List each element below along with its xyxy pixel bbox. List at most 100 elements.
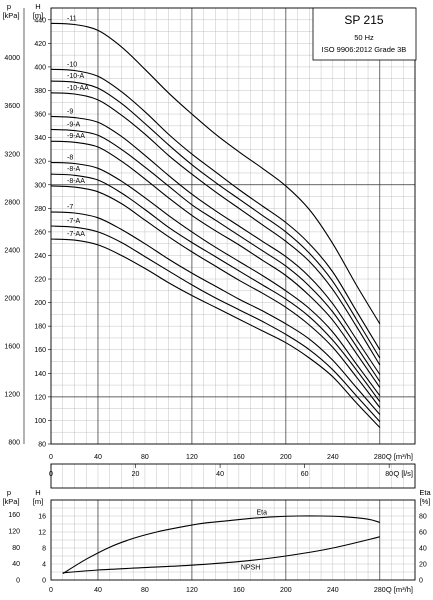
h-tick-label: 440 (34, 17, 46, 24)
curve-label: -10 (67, 61, 77, 68)
curve-10 (50, 68, 381, 350)
ls-axis-label: Q [l/s] (393, 469, 413, 478)
q-tick-label: 240 (327, 454, 339, 461)
eta-tick-label: 40 (419, 546, 427, 553)
curve-10-a (50, 80, 381, 359)
h-tick-label: 120 (34, 394, 46, 401)
h-tick-label: 80 (38, 442, 46, 449)
q-tick-label: 160 (233, 454, 245, 461)
lower-h-tick-label: 0 (42, 578, 46, 585)
h-tick-label: 420 (34, 41, 46, 48)
lower-p-tick-label: 40 (12, 561, 20, 568)
h-tick-label: 340 (34, 135, 46, 142)
curve-7-aa (50, 238, 381, 428)
curve-label: -7-A (67, 218, 81, 225)
curve-label: -10-A (67, 73, 84, 80)
curve-label: -9-AA (67, 133, 85, 140)
plot-frame (50, 7, 416, 445)
p-tick-label: 4000 (4, 55, 20, 62)
npsh-curve (62, 536, 380, 574)
lower-q-tick-label: 0 (49, 587, 53, 594)
curve-label: -10-AA (67, 85, 89, 92)
curve-9-a (50, 128, 381, 382)
curve-7 (50, 211, 381, 415)
curve-label: -8 (67, 154, 73, 161)
h-tick-label: 220 (34, 277, 46, 284)
ls-tick-label: 0 (49, 471, 53, 478)
h-tick-label: 320 (34, 159, 46, 166)
pump-model-title: SP 215 (344, 13, 383, 27)
band-frame (50, 463, 416, 489)
p-tick-label: 1200 (4, 392, 20, 399)
h-tick-label: 380 (34, 88, 46, 95)
head-curves-plot: 80 100 120 140 160 180 200 220 240 260 280 300 320 34… (2, 2, 416, 461)
lower-p-axis-title: p (7, 488, 11, 497)
q-tick-label: 80 (141, 454, 149, 461)
lower-q-tick-label: 240 (327, 587, 339, 594)
h-tick-label: 180 (34, 324, 46, 331)
curve-label: -8-AA (67, 178, 85, 185)
h-tick-label: 300 (34, 182, 46, 189)
p-tick-label: 800 (8, 440, 20, 447)
lower-h-tick-label: 16 (38, 514, 46, 521)
lower-h-tick-label: 12 (38, 530, 46, 537)
lower-q-tick-label: 40 (94, 587, 102, 594)
h-tick-label: 100 (34, 418, 46, 425)
lower-p-tick-label: 120 (8, 529, 20, 536)
q-tick-label: 40 (94, 454, 102, 461)
lower-q-tick-label: 200 (280, 587, 292, 594)
p-axis-unit: [kPa] (2, 11, 19, 20)
curve-9 (50, 115, 381, 375)
ls-tick-label: 40 (216, 471, 224, 478)
curve-9-aa (50, 140, 381, 388)
q-tick-label: 280 (374, 454, 386, 461)
curve-label: -8-A (67, 166, 81, 173)
p-tick-label: 3200 (4, 151, 20, 158)
lower-plot-frame (50, 499, 416, 581)
h-tick-label: 260 (34, 229, 46, 236)
h-axis-title: H (35, 2, 40, 11)
lower-q-tick-label: 120 (186, 587, 198, 594)
q-axis-label: Q [m³/h] (386, 452, 413, 461)
lower-q-tick-label: 160 (233, 587, 245, 594)
h-axis-unit: [m] (33, 11, 43, 20)
npsh-curve-label: NPSH (241, 565, 260, 572)
curve-label: -7-AA (67, 231, 85, 238)
p-axis-title: p (7, 2, 11, 11)
h-tick-label: 140 (34, 371, 46, 378)
lower-p-tick-label: 160 (8, 512, 20, 519)
eta-tick-label: 80 (419, 514, 427, 521)
curve-11 (50, 22, 381, 325)
ls-tick-label: 80 (385, 471, 393, 478)
lower-h-axis-unit: [m] (33, 497, 43, 506)
p-tick-label: 2800 (4, 199, 20, 206)
q-tick-label: 120 (186, 454, 198, 461)
curve-8-aa (50, 185, 381, 408)
eta-tick-label: 0 (419, 578, 423, 585)
lower-p-tick-label: 0 (16, 578, 20, 585)
eta-curve-label: Eta (256, 510, 267, 517)
curve-10-aa (50, 92, 381, 366)
curve-label: -11 (67, 15, 77, 22)
p-tick-label: 1600 (4, 344, 20, 351)
h-tick-label: 400 (34, 64, 46, 71)
h-tick-label: 200 (34, 300, 46, 307)
lower-p-axis-unit: [kPa] (2, 497, 19, 506)
title-box: SP 215 50 Hz ISO 9906:2012 Grade 3B (312, 7, 417, 61)
curve-8 (50, 161, 381, 397)
eta-curve (62, 515, 380, 575)
q-tick-label: 200 (280, 454, 292, 461)
h-tick-label: 240 (34, 253, 46, 260)
eta-axis-unit: [%] (420, 497, 431, 506)
curve-7-a (50, 225, 381, 422)
ls-tick-label: 60 (301, 471, 309, 478)
ls-tick-label: 20 (132, 471, 140, 478)
lower-h-tick-label: 4 (42, 562, 46, 569)
lower-q-axis-label: Q [m³/h] (386, 585, 413, 594)
lower-h-tick-label: 8 (42, 546, 46, 553)
lower-p-tick-label: 80 (12, 545, 20, 552)
flow-axes-band: 0 20 40 60 80 Q [l/s] (49, 463, 416, 489)
eta-tick-label: 60 (419, 530, 427, 537)
p-tick-label: 2000 (4, 295, 20, 302)
